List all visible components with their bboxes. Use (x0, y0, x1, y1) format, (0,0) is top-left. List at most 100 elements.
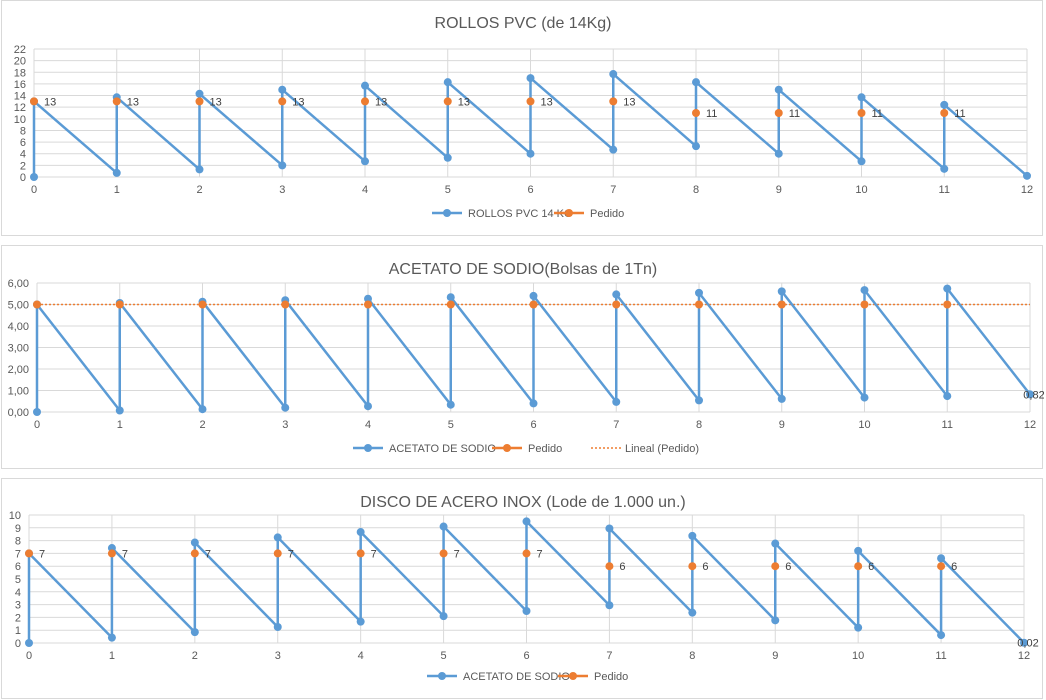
pedido-point (529, 300, 538, 309)
series-point (356, 617, 365, 626)
pedido-point (361, 97, 369, 106)
series-point (273, 623, 282, 631)
series-point (278, 161, 287, 170)
pedido-point (857, 109, 866, 117)
pedido-point (364, 300, 372, 309)
pedido-point (943, 300, 952, 309)
x-tick-label: 11 (942, 419, 953, 431)
chart-title: ROLLOS PVC (de 14Kg) (435, 15, 612, 32)
series-point (771, 616, 780, 625)
series-point (439, 522, 448, 531)
y-tick-label: 1,00 (8, 386, 29, 398)
series-point (937, 631, 946, 640)
series-point (107, 633, 116, 642)
data-label: 7 (205, 548, 211, 560)
data-label: 7 (371, 548, 377, 560)
chart-title: ACETATO DE SODIO(Bolsas de 1Tn) (389, 261, 658, 278)
y-tick-label: 9 (15, 523, 21, 535)
y-tick-label: 4 (20, 149, 26, 161)
y-tick-label: 4,00 (8, 321, 29, 333)
y-tick-label: 16 (14, 79, 26, 91)
y-tick-label: 10 (9, 510, 21, 522)
pedido-point (526, 97, 535, 106)
legend-label: Pedido (528, 443, 562, 455)
data-label: 6 (951, 561, 957, 573)
series-point (33, 408, 41, 416)
series-point (857, 93, 866, 102)
y-tick-label: 4 (15, 587, 21, 599)
series-point (612, 397, 621, 406)
x-tick-label: 12 (1021, 184, 1033, 196)
x-tick-label: 6 (523, 650, 529, 662)
pedido-point (692, 109, 700, 117)
series-point (695, 288, 703, 297)
chart-panel-rollos: ROLLOS PVC (de 14Kg) 0 2 4 6 8 10 12 14 16 18 20 22 0… (1, 0, 1043, 236)
series-point (695, 396, 703, 405)
x-tick-label: 7 (610, 184, 616, 196)
series-point (30, 173, 38, 181)
data-label: 13 (541, 96, 553, 108)
x-tick-label: 2 (196, 184, 202, 196)
y-tick-label: 5 (15, 574, 21, 586)
series-point (446, 293, 455, 302)
chart-disco-acero: DISCO DE ACERO INOX (Lode de 1.000 un.) 0… (9, 494, 1039, 683)
pedido-point (609, 97, 618, 106)
x-tick-label: 0 (26, 650, 32, 662)
pedido-point (115, 300, 124, 309)
data-label: 13 (127, 96, 139, 108)
x-tick-label: 1 (114, 184, 120, 196)
series-point (364, 294, 372, 303)
x-tick-label: 9 (776, 184, 782, 196)
pedido-point (860, 300, 869, 309)
legend-swatch-marker (503, 444, 511, 452)
data-label: 13 (292, 96, 304, 108)
series-point (115, 406, 124, 415)
y-tick-label: 6,00 (8, 278, 29, 290)
end-data-label: 0,82 (1023, 389, 1044, 401)
data-label: 7 (122, 548, 128, 560)
data-label: 11 (706, 108, 717, 120)
data-label: 7 (39, 548, 45, 560)
series-point (190, 538, 199, 547)
series-point (361, 157, 369, 166)
legend-swatch-marker (364, 444, 372, 452)
pedido-point (940, 109, 949, 117)
y-tick-label: 1 (15, 625, 21, 637)
series-point (1020, 638, 1028, 647)
legend-label: ACETATO DE SODIO (389, 443, 496, 455)
series-point (526, 149, 535, 158)
series-point (364, 402, 372, 411)
y-tick-label: 2 (20, 160, 26, 172)
legend-label: Pedido (594, 671, 628, 683)
x-tick-label: 5 (448, 419, 454, 431)
pedido-point (446, 300, 455, 309)
data-label: 11 (954, 108, 965, 120)
pedido-point (278, 97, 287, 106)
series-point (522, 607, 531, 615)
legend-swatch-marker (443, 209, 451, 217)
series-point (688, 608, 697, 617)
chart-panel-disco: DISCO DE ACERO INOX (Lode de 1.000 un.) 0… (1, 478, 1043, 699)
y-tick-label: 2,00 (8, 364, 29, 376)
series-point (609, 145, 618, 154)
series-point (356, 528, 365, 537)
y-tick-label: 8 (20, 125, 26, 137)
y-tick-label: 0 (15, 638, 21, 650)
pedido-point (522, 549, 531, 558)
pedido-point (605, 562, 614, 571)
pedido-point (281, 300, 290, 309)
series-point (774, 85, 783, 94)
x-tick-label: 9 (779, 419, 785, 431)
pedido-point (777, 300, 786, 309)
data-label: 13 (375, 96, 387, 108)
legend-label: Lineal (Pedido) (625, 443, 699, 455)
y-tick-label: 10 (14, 114, 26, 126)
y-tick-label: 3,00 (8, 343, 29, 355)
x-tick-label: 2 (199, 419, 205, 431)
series-point (361, 81, 369, 90)
data-label: 6 (785, 561, 791, 573)
series-point (273, 533, 282, 542)
series-point (190, 628, 199, 637)
series-point (529, 399, 538, 408)
legend-label: Pedido (590, 208, 624, 220)
